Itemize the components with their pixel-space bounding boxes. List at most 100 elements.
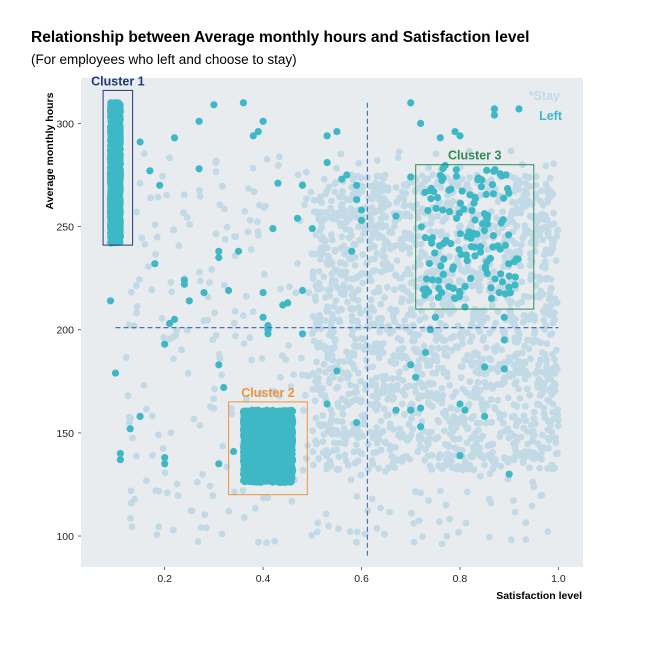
stay-point xyxy=(374,315,382,323)
left-point xyxy=(257,450,265,458)
stay-point xyxy=(316,255,324,263)
stay-point xyxy=(516,450,524,457)
stay-point xyxy=(125,321,133,329)
stay-point xyxy=(360,230,367,238)
stay-point xyxy=(417,489,425,497)
stay-point xyxy=(393,381,401,389)
stay-point xyxy=(342,225,350,233)
stay-point xyxy=(347,381,354,389)
stay-point xyxy=(307,188,315,196)
stay-point xyxy=(447,452,455,459)
stay-point xyxy=(196,422,204,429)
stay-point xyxy=(221,205,228,213)
stay-point xyxy=(551,316,559,324)
stay-point xyxy=(315,367,323,375)
stay-point xyxy=(375,195,383,203)
stay-point xyxy=(418,248,425,256)
stay-point xyxy=(328,313,336,320)
stay-point xyxy=(313,320,320,328)
stay-point xyxy=(152,250,159,258)
stay-point xyxy=(328,236,336,244)
stay-point xyxy=(252,504,259,512)
stay-point xyxy=(249,308,257,315)
stay-point xyxy=(434,212,442,220)
stay-point xyxy=(364,440,372,448)
stay-point xyxy=(433,357,441,365)
stay-point xyxy=(367,215,375,223)
stay-point xyxy=(442,501,450,509)
stay-point xyxy=(127,515,134,522)
stay-point xyxy=(334,284,341,292)
stay-point xyxy=(244,228,252,236)
stay-point xyxy=(424,399,432,407)
stay-point xyxy=(405,297,413,305)
stay-point xyxy=(397,428,405,436)
stay-point xyxy=(196,187,204,194)
left-point xyxy=(261,429,269,438)
stay-point xyxy=(522,227,530,235)
stay-point xyxy=(133,303,141,310)
stay-point xyxy=(536,273,543,281)
stay-point xyxy=(425,164,432,172)
stay-point xyxy=(127,487,135,495)
stay-point xyxy=(143,477,150,485)
stay-point xyxy=(320,175,328,183)
stay-point xyxy=(450,435,457,442)
stay-point xyxy=(458,363,466,371)
stay-point xyxy=(351,253,359,261)
stay-point xyxy=(330,328,337,336)
stay-point xyxy=(331,246,339,254)
stay-point xyxy=(432,150,440,158)
left-point xyxy=(276,436,284,445)
stay-point xyxy=(402,210,410,218)
stay-point xyxy=(433,228,440,236)
stay-point xyxy=(341,250,349,258)
stay-point xyxy=(196,277,204,285)
stay-point xyxy=(466,338,474,345)
stay-point xyxy=(364,507,372,514)
stay-point xyxy=(525,293,532,301)
stay-point xyxy=(353,396,361,403)
stay-point xyxy=(457,333,465,341)
stay-point xyxy=(537,492,545,499)
stay-point xyxy=(361,420,368,428)
stay-point xyxy=(313,528,321,536)
stay-point xyxy=(470,412,477,420)
stay-point xyxy=(370,242,377,250)
stay-point xyxy=(384,395,391,403)
stay-point xyxy=(292,289,300,297)
stay-point xyxy=(329,356,337,364)
stay-point xyxy=(352,336,359,343)
stay-point xyxy=(437,319,444,327)
left-point xyxy=(269,454,277,462)
left-point xyxy=(287,456,295,465)
stay-point xyxy=(367,277,375,285)
stay-point xyxy=(141,241,149,248)
stay-point xyxy=(427,227,434,235)
stay-point xyxy=(424,452,432,460)
stay-point xyxy=(354,223,362,231)
stay-point xyxy=(403,325,410,332)
stay-point xyxy=(357,309,364,317)
stay-point xyxy=(346,284,354,291)
stay-point xyxy=(173,326,181,334)
stay-point xyxy=(545,222,552,230)
stay-point xyxy=(140,150,148,158)
stay-point xyxy=(540,201,547,209)
stay-point xyxy=(348,211,356,219)
stay-point xyxy=(517,262,525,270)
stay-point xyxy=(383,283,391,291)
stay-point xyxy=(464,185,472,193)
stay-point xyxy=(499,208,507,216)
stay-point xyxy=(513,222,521,230)
stay-point xyxy=(418,370,426,378)
stay-point xyxy=(387,227,395,235)
stay-point xyxy=(447,404,455,412)
stay-point xyxy=(336,259,344,267)
stay-point xyxy=(518,349,526,357)
stay-point xyxy=(197,524,205,531)
stay-point xyxy=(381,530,388,538)
stay-point xyxy=(313,358,320,366)
stay-point xyxy=(543,363,550,371)
stay-point xyxy=(377,300,385,308)
